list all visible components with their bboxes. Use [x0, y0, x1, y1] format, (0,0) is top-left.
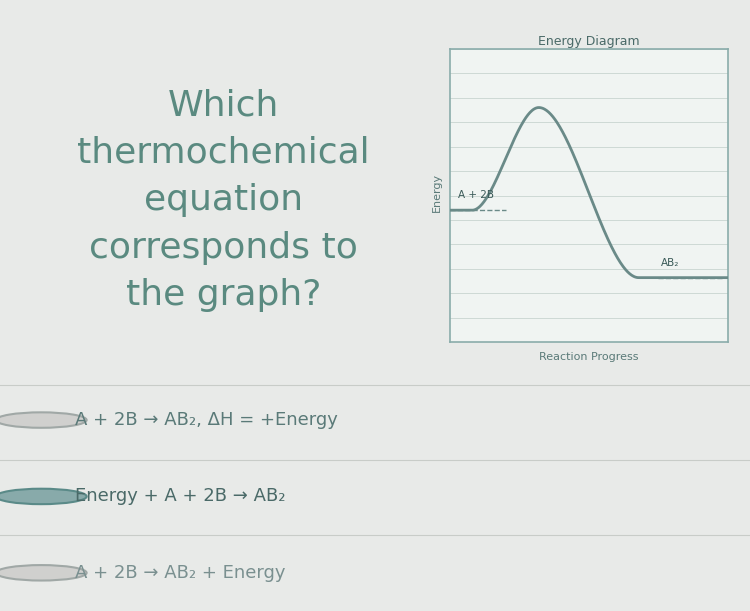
Text: Energy: Energy — [431, 173, 442, 212]
Text: Energy + A + 2B → AB₂: Energy + A + 2B → AB₂ — [75, 488, 286, 505]
Ellipse shape — [0, 565, 86, 580]
Ellipse shape — [0, 489, 86, 504]
Text: A + 2B → AB₂, ΔH = +Energy: A + 2B → AB₂, ΔH = +Energy — [75, 411, 338, 429]
Text: A + 2B: A + 2B — [458, 191, 494, 200]
Text: Which
thermochemical
equation
corresponds to
the graph?: Which thermochemical equation correspond… — [77, 89, 370, 312]
Text: AB₂: AB₂ — [661, 258, 680, 268]
Text: Reaction Progress: Reaction Progress — [539, 353, 638, 362]
Ellipse shape — [0, 412, 86, 428]
Title: Energy Diagram: Energy Diagram — [538, 35, 640, 48]
Text: A + 2B → AB₂ + Energy: A + 2B → AB₂ + Energy — [75, 564, 286, 582]
